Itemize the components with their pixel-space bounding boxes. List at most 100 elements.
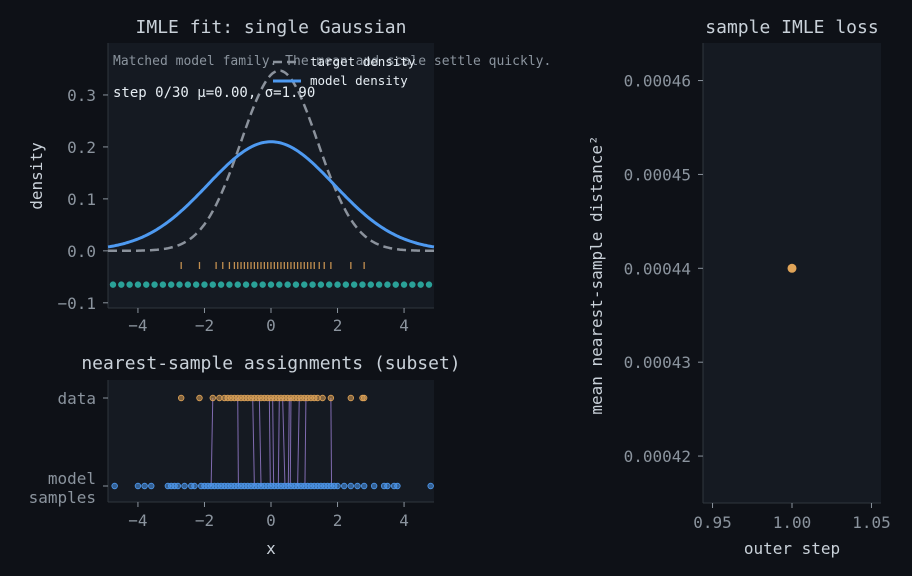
model-sample-point bbox=[267, 281, 275, 288]
model-sample-point bbox=[301, 281, 308, 288]
model-sample-point bbox=[126, 281, 133, 288]
model-sample-point bbox=[217, 281, 225, 288]
assignments-ytick-model-label-1: model bbox=[48, 469, 96, 488]
model-sample-point bbox=[342, 281, 350, 288]
density-y-label: density bbox=[27, 142, 46, 210]
legend-model-label: model density bbox=[310, 73, 408, 88]
model-sample-point bbox=[259, 281, 266, 288]
density-xtick-label: 4 bbox=[399, 316, 409, 335]
data-point bbox=[347, 394, 355, 402]
loss-panel: 0.95 1.00 1.05 0.00042 0.00043 0.00044 0.0004… bbox=[587, 17, 891, 558]
loss-x-label: outer step bbox=[744, 539, 840, 558]
model-sample-point bbox=[209, 281, 216, 288]
model-sample-point bbox=[118, 281, 125, 288]
assignments-title: nearest-sample assignments (subset) bbox=[81, 353, 460, 374]
assignment-line bbox=[210, 397, 214, 487]
assignments-xtick-label: −4 bbox=[128, 511, 147, 530]
density-panel: −4 −2 0 2 4 −0.1 0.0 0.1 0.2 0.3 IMLE fit: singl… bbox=[27, 17, 551, 335]
data-point bbox=[209, 394, 216, 402]
legend-target-label: target density bbox=[310, 54, 416, 69]
density-legend: target density model density bbox=[273, 54, 416, 88]
assignment-line bbox=[282, 397, 286, 487]
model-sample-point bbox=[384, 281, 391, 288]
density-xtick-label: 2 bbox=[333, 316, 343, 335]
model-sample-point bbox=[181, 482, 188, 490]
loss-ytick-label: 0.00045 bbox=[624, 165, 691, 184]
model-sample-point bbox=[242, 281, 250, 288]
model-sample-point bbox=[159, 281, 167, 288]
assignment-line bbox=[268, 397, 271, 487]
model-sample-point bbox=[409, 281, 416, 288]
assignment-line bbox=[287, 397, 290, 487]
loss-xtick-label: 1.00 bbox=[773, 513, 812, 532]
model-sample-point bbox=[192, 281, 200, 288]
loss-point bbox=[787, 263, 797, 273]
assignments-panel: −4 −2 0 2 4 data model samples nearest-sampl… bbox=[29, 353, 461, 558]
model-sample-point bbox=[176, 281, 183, 288]
model-sample-point bbox=[109, 281, 117, 288]
model-sample-point bbox=[354, 482, 361, 490]
assignment-line bbox=[277, 397, 280, 487]
model-sample-point bbox=[427, 482, 434, 490]
model-sample-point bbox=[292, 281, 300, 288]
loss-ytick-label: 0.00046 bbox=[624, 72, 691, 91]
assignment-line bbox=[237, 397, 239, 487]
model-sample-point bbox=[360, 482, 368, 490]
assignment-line bbox=[258, 397, 262, 487]
assignment-line bbox=[304, 397, 307, 487]
model-sample-point bbox=[276, 281, 283, 288]
model-sample-point bbox=[151, 281, 158, 288]
data-point bbox=[360, 394, 368, 402]
model-sample-point bbox=[384, 482, 391, 490]
loss-plot-area bbox=[703, 43, 881, 503]
loss-title: sample IMLE loss bbox=[705, 17, 878, 38]
assignment-line bbox=[297, 397, 300, 487]
loss-ytick-label: 0.00042 bbox=[624, 447, 691, 466]
assignment-line bbox=[252, 397, 255, 487]
data-point bbox=[327, 394, 335, 402]
model-sample-point bbox=[234, 281, 241, 288]
model-sample-point bbox=[347, 482, 355, 490]
model-sample-point bbox=[350, 281, 358, 288]
model-sample-point bbox=[111, 482, 118, 490]
assignment-line bbox=[330, 397, 333, 487]
density-xtick-label: −2 bbox=[195, 316, 214, 335]
density-ytick-label: 0.3 bbox=[67, 86, 96, 105]
density-title: IMLE fit: single Gaussian bbox=[136, 17, 407, 38]
model-sample-point bbox=[143, 281, 150, 288]
density-ytick-label: 0.2 bbox=[67, 138, 96, 157]
model-sample-point bbox=[134, 482, 142, 490]
density-annotation: Matched model family. The mean and scale… bbox=[113, 54, 551, 69]
target-density-curve bbox=[108, 69, 434, 253]
loss-xtick-label: 0.95 bbox=[693, 513, 732, 532]
model-sample-point bbox=[168, 281, 175, 288]
assignments-x-label: x bbox=[266, 539, 276, 558]
model-sample-point bbox=[334, 482, 341, 490]
model-density-curve bbox=[107, 140, 435, 249]
density-xtick-label: 0 bbox=[266, 316, 276, 335]
model-sample-point bbox=[392, 281, 399, 288]
loss-xtick-label: 1.05 bbox=[852, 513, 891, 532]
model-sample-point bbox=[359, 281, 366, 288]
density-ytick-label: 0.1 bbox=[67, 190, 96, 209]
model-sample-point bbox=[367, 281, 374, 288]
density-xtick-label: −4 bbox=[128, 316, 147, 335]
assignments-xtick-label: 0 bbox=[266, 511, 276, 530]
model-sample-point bbox=[334, 281, 341, 288]
model-sample-point bbox=[191, 482, 198, 490]
density-ytick-label: −0.1 bbox=[57, 294, 96, 313]
model-sample-point bbox=[326, 281, 333, 288]
assignment-line bbox=[272, 397, 275, 487]
model-sample-point bbox=[134, 281, 142, 288]
data-point bbox=[196, 394, 203, 402]
model-sample-point bbox=[251, 281, 258, 288]
assignments-ytick-model-label-2: samples bbox=[29, 488, 96, 507]
model-sample-point bbox=[284, 281, 291, 288]
assignments-xtick-label: 4 bbox=[399, 511, 409, 530]
model-sample-point bbox=[226, 281, 233, 288]
model-sample-point bbox=[174, 482, 182, 490]
data-point bbox=[177, 394, 185, 402]
model-sample-point bbox=[141, 482, 148, 490]
density-ytick-label: 0.0 bbox=[67, 242, 96, 261]
